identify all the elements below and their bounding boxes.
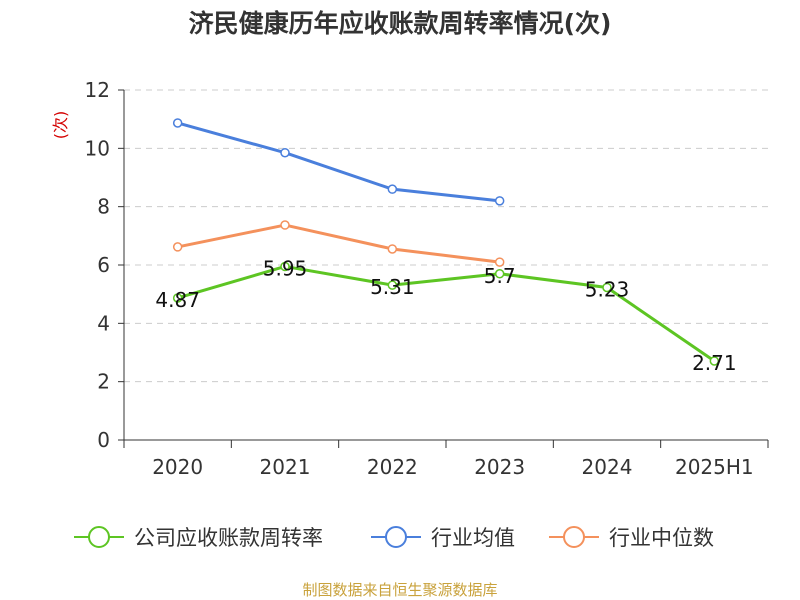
data-point xyxy=(280,220,290,230)
data-point xyxy=(494,196,505,206)
legend-label: 行业均值 xyxy=(431,526,515,550)
series-line xyxy=(177,223,500,264)
data-label: 5.31 xyxy=(370,275,415,299)
series-line xyxy=(177,264,716,363)
data-point xyxy=(172,118,183,128)
data-point xyxy=(172,293,183,303)
grid-lines xyxy=(124,89,768,383)
x-tick-label: 2020 xyxy=(152,455,203,479)
data-point xyxy=(172,242,183,252)
data-label: 5.23 xyxy=(585,277,630,301)
data-labels: 4.87 5.95 5.31 5.7 5.23 2.71 xyxy=(155,256,736,375)
y-tick-label: 4 xyxy=(97,311,110,335)
data-point xyxy=(494,269,505,279)
series-lines xyxy=(172,118,720,366)
data-point xyxy=(709,356,720,366)
y-tick-label: 10 xyxy=(85,136,110,160)
y-tick-label: 0 xyxy=(97,428,110,452)
chart-title: 济民健康历年应收账款周转率情况(次) xyxy=(188,9,612,38)
legend-marker xyxy=(385,526,407,548)
data-label: 5.7 xyxy=(484,264,516,288)
legend-label: 公司应收账款周转率 xyxy=(134,526,323,550)
legend-marker xyxy=(563,526,585,548)
source-note: 制图数据来自恒生聚源数据库 xyxy=(302,581,498,599)
data-point xyxy=(387,184,398,194)
legend-label: 行业中位数 xyxy=(609,526,714,550)
data-label: 5.95 xyxy=(263,256,308,280)
legend: 公司应收账款周转率 行业均值 行业中位数 xyxy=(74,526,714,550)
x-tick-label: 2025H1 xyxy=(675,455,754,479)
y-tick-label: 12 xyxy=(85,78,110,102)
y-tick-label: 8 xyxy=(97,195,110,219)
x-tick-label: 2022 xyxy=(367,455,418,479)
y-axis-label: (次) xyxy=(51,111,70,140)
y-tick-label: 2 xyxy=(97,370,110,394)
x-tick-label: 2023 xyxy=(474,455,525,479)
data-point xyxy=(494,257,505,267)
data-point xyxy=(387,244,398,254)
data-label: 4.87 xyxy=(155,288,200,312)
x-tick-label: 2024 xyxy=(582,455,633,479)
legend-marker xyxy=(88,526,110,548)
series-line xyxy=(177,121,500,203)
data-point xyxy=(387,280,398,290)
data-point xyxy=(280,147,290,158)
axes: 0 2 4 6 8 10 12 (次) 2020 2021 2022 2023 2024 2025H1 xyxy=(51,78,769,479)
data-label: 2.71 xyxy=(692,351,737,375)
y-tick-label: 6 xyxy=(97,253,110,277)
data-point xyxy=(602,282,612,293)
data-point xyxy=(280,261,290,272)
x-tick-label: 2021 xyxy=(260,455,311,479)
